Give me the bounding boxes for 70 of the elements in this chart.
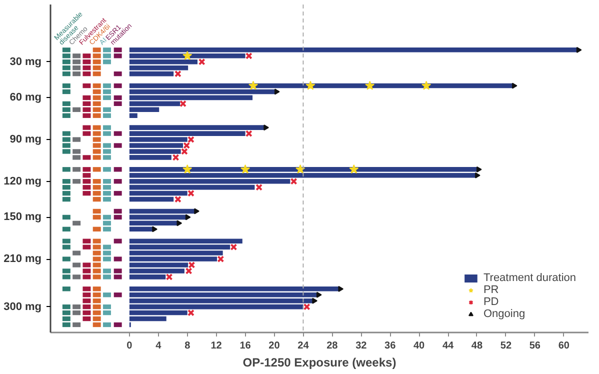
x-tick-label: 48 — [471, 340, 483, 352]
x-axis-title: OP-1250 Exposure (weeks) — [242, 356, 396, 370]
x-tick-label: 20 — [268, 340, 280, 352]
point — [338, 286, 344, 292]
x-tick-label: 32 — [356, 340, 368, 352]
point — [274, 88, 280, 95]
point — [312, 298, 318, 304]
point — [182, 164, 192, 174]
x-tick-label: 36 — [384, 340, 396, 352]
x-tick-label: 28 — [326, 340, 338, 352]
y-tick-label: 30 mg — [10, 56, 42, 68]
point — [176, 220, 182, 226]
x-tick-label: 12 — [210, 340, 222, 352]
point — [180, 100, 186, 108]
y-tick-label: 210 mg — [4, 253, 42, 266]
y-tick-label: 120 mg — [4, 175, 42, 188]
point — [185, 267, 192, 274]
point — [188, 262, 196, 268]
point — [365, 80, 375, 90]
point — [185, 214, 191, 220]
point — [296, 164, 306, 174]
x-tick-label: 60 — [558, 340, 570, 352]
point — [172, 154, 180, 161]
point — [198, 58, 206, 66]
legend-label: Treatment duration — [483, 272, 576, 284]
x-tick-label: 0 — [126, 340, 133, 352]
point — [306, 80, 316, 90]
point — [290, 178, 298, 185]
x-tick-label: 44 — [442, 340, 454, 352]
point — [188, 136, 194, 143]
point — [180, 148, 188, 155]
y-tick-label: 60 mg — [10, 92, 42, 104]
point — [182, 50, 192, 60]
x-tick-label: 16 — [240, 340, 252, 352]
point — [256, 184, 263, 191]
legend-label: PR — [483, 284, 500, 296]
point — [240, 164, 250, 174]
point — [264, 124, 269, 131]
point — [248, 80, 258, 90]
point — [188, 190, 194, 197]
x-tick-label: 8 — [184, 340, 191, 352]
legend-label: Ongoing — [483, 308, 526, 320]
x-tick-label: 56 — [529, 340, 541, 352]
point — [245, 52, 252, 60]
y-tick-label: 150 mg — [4, 211, 42, 224]
point — [422, 80, 432, 90]
point — [316, 292, 322, 298]
point — [349, 164, 359, 174]
point — [174, 196, 182, 203]
point — [194, 208, 200, 214]
point — [230, 244, 238, 251]
x-tick-label: 4 — [156, 340, 162, 352]
point — [303, 303, 310, 310]
point — [183, 142, 190, 149]
point — [576, 46, 582, 53]
point — [245, 130, 252, 138]
legend-label: PD — [483, 296, 500, 308]
x-tick-label: 40 — [414, 340, 426, 352]
point — [476, 166, 482, 172]
y-tick-label: 90 mg — [10, 134, 42, 146]
point — [217, 256, 224, 262]
point — [188, 309, 194, 316]
x-tick-label: 24 — [298, 340, 310, 352]
point — [512, 82, 518, 89]
y-tick-label: 300 mg — [4, 300, 42, 313]
point — [475, 172, 480, 178]
point — [166, 273, 173, 280]
x-tick-label: 52 — [500, 340, 512, 352]
point — [152, 226, 158, 232]
point — [174, 70, 182, 78]
